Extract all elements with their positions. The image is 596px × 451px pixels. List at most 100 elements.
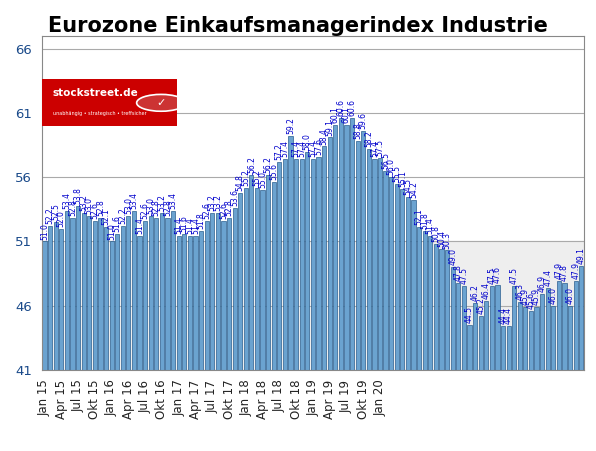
Bar	[193, 236, 198, 370]
Text: 56.2: 56.2	[263, 156, 272, 173]
Bar	[378, 158, 382, 370]
Bar	[484, 300, 488, 370]
Text: 58.0: 58.0	[303, 133, 312, 150]
Bar	[439, 249, 443, 370]
Bar	[277, 162, 281, 370]
Bar	[249, 175, 253, 370]
Text: 54.8: 54.8	[235, 174, 245, 191]
Bar	[110, 241, 114, 370]
Text: 53.0: 53.0	[146, 197, 155, 214]
Text: 57.6: 57.6	[314, 138, 323, 155]
Text: 47.9: 47.9	[571, 262, 580, 279]
Text: 57.4: 57.4	[308, 140, 318, 157]
Text: 53.2: 53.2	[208, 194, 217, 212]
Bar	[210, 213, 215, 370]
Text: 46.3: 46.3	[516, 283, 524, 300]
Bar	[204, 221, 209, 370]
Bar	[138, 236, 142, 370]
Text: 45.9: 45.9	[521, 288, 530, 305]
Text: 55.2: 55.2	[241, 169, 250, 186]
Bar	[573, 281, 578, 370]
Text: 53.6: 53.6	[230, 189, 239, 206]
Bar	[216, 213, 220, 370]
Text: 57.2: 57.2	[275, 143, 284, 160]
Bar	[76, 206, 80, 370]
Bar	[260, 190, 265, 370]
Text: 60.1: 60.1	[331, 106, 340, 123]
Text: 57.4: 57.4	[297, 140, 306, 157]
Text: 52.8: 52.8	[96, 200, 105, 216]
Text: 47.8: 47.8	[454, 264, 462, 281]
Bar	[171, 211, 175, 370]
Bar	[512, 286, 516, 370]
Bar	[490, 286, 494, 370]
Text: 51.4: 51.4	[426, 217, 435, 235]
Bar	[294, 159, 298, 370]
Bar	[272, 182, 276, 370]
Bar	[428, 236, 433, 370]
Bar	[339, 118, 343, 370]
Bar	[529, 311, 533, 370]
Bar	[126, 216, 131, 370]
Text: 55.1: 55.1	[398, 170, 407, 187]
Text: 53.4: 53.4	[129, 192, 138, 209]
Bar	[238, 193, 243, 370]
Bar	[462, 286, 466, 370]
Bar	[199, 231, 203, 370]
Text: 46.9: 46.9	[538, 275, 547, 292]
Bar	[411, 200, 415, 370]
Bar	[305, 152, 309, 370]
Text: 58.4: 58.4	[319, 128, 328, 144]
Text: 44.5: 44.5	[465, 306, 474, 323]
Text: 58.8: 58.8	[353, 123, 362, 139]
Text: 46.0: 46.0	[549, 287, 558, 304]
Bar	[166, 218, 170, 370]
Text: 59.6: 59.6	[359, 112, 368, 129]
Text: 52.1: 52.1	[101, 209, 110, 226]
Text: 52.1: 52.1	[415, 209, 424, 226]
Text: 47.5: 47.5	[510, 267, 519, 285]
Bar	[563, 282, 567, 370]
Bar	[361, 131, 365, 370]
Text: 53.0: 53.0	[124, 197, 133, 214]
Text: 45.9: 45.9	[532, 288, 541, 305]
Text: 53.4: 53.4	[63, 192, 72, 209]
Text: 47.4: 47.4	[543, 269, 552, 286]
Text: 47.9: 47.9	[554, 262, 563, 279]
Bar	[406, 197, 410, 370]
Text: 52.8: 52.8	[225, 200, 234, 216]
Text: 49.1: 49.1	[577, 247, 586, 264]
Bar	[423, 231, 427, 370]
Text: 47.6: 47.6	[493, 266, 502, 283]
Bar	[367, 149, 371, 370]
Text: 60.6: 60.6	[347, 99, 356, 116]
Text: 55.5: 55.5	[392, 165, 401, 182]
Text: 51.8: 51.8	[420, 212, 429, 229]
Text: 52.6: 52.6	[141, 202, 150, 219]
Text: 46.4: 46.4	[482, 281, 491, 299]
Text: 54.5: 54.5	[403, 178, 412, 195]
Bar	[557, 281, 561, 370]
Text: 46.2: 46.2	[471, 284, 480, 301]
Text: 45.6: 45.6	[526, 292, 535, 309]
Text: 60.6: 60.6	[336, 99, 345, 116]
Bar	[417, 227, 421, 370]
Bar	[65, 211, 69, 370]
Text: 51.6: 51.6	[113, 215, 122, 232]
Bar	[188, 236, 192, 370]
Bar	[551, 306, 555, 370]
Text: 46.0: 46.0	[566, 287, 575, 304]
Text: 55.6: 55.6	[269, 163, 278, 180]
Text: 52.8: 52.8	[68, 200, 77, 216]
Bar	[59, 229, 63, 370]
Bar	[333, 124, 337, 370]
Text: 53.2: 53.2	[79, 194, 88, 212]
Text: 53.2: 53.2	[213, 194, 222, 212]
Text: 51.4: 51.4	[191, 217, 200, 235]
Text: 52.2: 52.2	[118, 207, 128, 224]
Text: 51.4: 51.4	[185, 217, 194, 235]
Text: 56.5: 56.5	[381, 152, 390, 169]
Bar	[288, 136, 293, 370]
Text: 57.5: 57.5	[375, 139, 384, 156]
Bar	[401, 189, 405, 370]
